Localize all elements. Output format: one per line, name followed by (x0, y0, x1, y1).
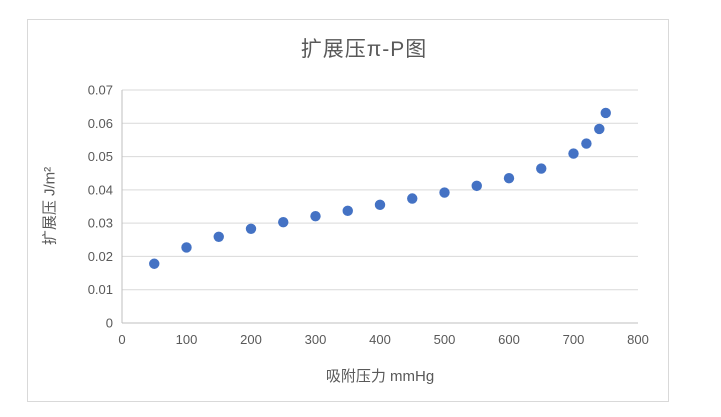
x-tick-label: 300 (305, 332, 327, 347)
x-tick-label: 800 (627, 332, 649, 347)
data-point (407, 193, 418, 204)
data-point (213, 231, 224, 242)
y-axis-title: 扩展压 J/m² (41, 166, 59, 246)
y-tick-label: 0.03 (88, 216, 113, 231)
data-point (245, 223, 257, 235)
data-point (581, 138, 592, 149)
data-point (149, 258, 160, 269)
data-point (278, 216, 289, 228)
x-tick-label: 100 (176, 332, 198, 347)
plot-area: 0 0.01 0.02 0.03 0.04 0.05 0.06 0.07 0 100 200 300 4… (88, 83, 649, 348)
x-axis-title: 吸附压力 mmHg (325, 368, 435, 385)
data-point (374, 199, 386, 211)
x-tick-label: 600 (498, 332, 520, 347)
data-point (310, 210, 321, 222)
data-point (503, 173, 515, 184)
y-tick-label: 0.02 (88, 249, 113, 264)
data-point (594, 123, 605, 135)
data-point (568, 148, 579, 159)
x-tick-label: 400 (369, 332, 391, 347)
data-point (536, 163, 547, 174)
data-point (600, 107, 611, 119)
data-point (342, 205, 353, 217)
y-tick-label: 0.07 (88, 83, 113, 98)
x-tick-label: 700 (563, 332, 585, 347)
data-point (181, 242, 192, 253)
data-point (439, 187, 450, 198)
x-tick-label: 500 (434, 332, 456, 347)
y-tick-label: 0 (106, 316, 113, 331)
x-tick-label: 200 (240, 332, 262, 347)
y-tick-label: 0.04 (88, 182, 113, 197)
data-point (471, 180, 482, 192)
chart-area: 扩展压π-P图 0 0.01 0.02 0.03 0.04 0.05 0.06 0.07 0 10… (27, 19, 669, 402)
y-tick-label: 0.06 (88, 116, 113, 131)
y-tick-label: 0.01 (88, 282, 113, 297)
chart-title: 扩展压π-P图 (300, 38, 428, 61)
y-tick-label: 0.05 (88, 149, 113, 164)
x-tick-label: 0 (118, 332, 125, 347)
